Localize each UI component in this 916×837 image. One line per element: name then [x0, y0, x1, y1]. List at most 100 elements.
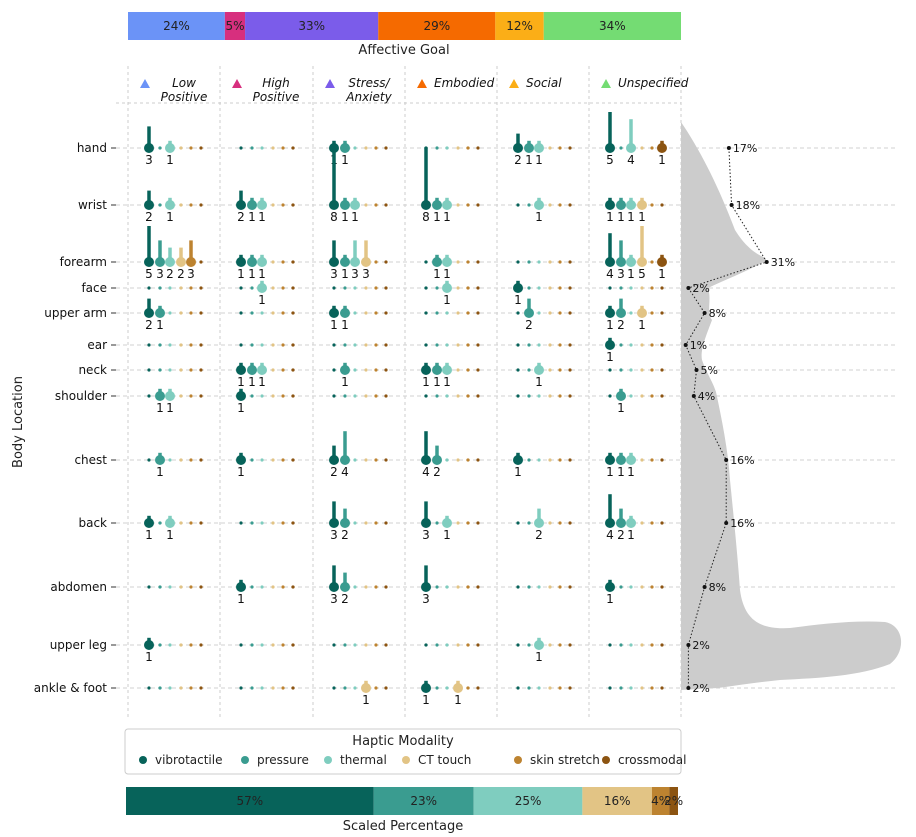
empty-dot — [516, 368, 520, 372]
empty-dot — [364, 343, 368, 347]
empty-dot — [466, 643, 470, 647]
empty-dot — [456, 311, 460, 315]
count-dot — [329, 455, 339, 465]
count-label: 2 — [330, 465, 338, 479]
empty-dot — [281, 458, 285, 462]
empty-dot — [527, 394, 531, 398]
empty-dot — [476, 286, 480, 290]
empty-dot — [291, 686, 295, 690]
empty-dot — [271, 343, 275, 347]
empty-dot — [271, 260, 275, 264]
count-label: 1 — [237, 375, 245, 389]
count-dot — [605, 257, 615, 267]
empty-dot — [353, 394, 357, 398]
bottom-bar-label: 57% — [237, 794, 264, 808]
empty-dot — [281, 521, 285, 525]
empty-dot — [629, 368, 633, 372]
empty-dot — [476, 368, 480, 372]
empty-dot — [568, 146, 572, 150]
top-bar-segment — [128, 12, 225, 40]
count-dot — [421, 455, 431, 465]
count-label: 3 — [422, 592, 430, 606]
count-dot — [361, 257, 371, 267]
empty-dot — [168, 311, 172, 315]
empty-dot — [548, 286, 552, 290]
count-dot — [616, 308, 626, 318]
count-label: 1 — [341, 267, 349, 281]
silhouette-spacer — [681, 96, 760, 102]
count-dot — [421, 518, 431, 528]
empty-dot — [537, 286, 541, 290]
empty-dot — [548, 260, 552, 264]
count-label: 2 — [341, 592, 349, 606]
empty-dot — [466, 260, 470, 264]
empty-dot — [650, 521, 654, 525]
legend-marker-icon — [241, 756, 249, 764]
count-dot — [442, 257, 452, 267]
count-dot — [144, 257, 154, 267]
percentage-label: 31% — [771, 256, 795, 269]
empty-dot — [568, 643, 572, 647]
empty-dot — [189, 643, 193, 647]
empty-dot — [445, 643, 449, 647]
empty-dot — [384, 343, 388, 347]
empty-dot — [343, 686, 347, 690]
count-dot — [605, 518, 615, 528]
empty-dot — [476, 146, 480, 150]
count-dot — [534, 640, 544, 650]
empty-dot — [291, 203, 295, 207]
empty-dot — [424, 286, 428, 290]
y-tick-label: forearm — [60, 255, 107, 269]
legend-marker-icon — [514, 756, 522, 764]
empty-dot — [558, 368, 562, 372]
count-dot — [155, 455, 165, 465]
count-label: 2 — [177, 267, 185, 281]
empty-dot — [476, 394, 480, 398]
percentage-label: 1% — [690, 339, 707, 352]
count-dot — [236, 257, 246, 267]
empty-dot — [384, 146, 388, 150]
empty-dot — [271, 286, 275, 290]
bottom-bar-segment — [669, 787, 678, 815]
top-bar-label: 12% — [506, 19, 533, 33]
empty-dot — [353, 458, 357, 462]
empty-dot — [476, 643, 480, 647]
empty-dot — [537, 260, 541, 264]
count-label: 1 — [422, 693, 430, 707]
empty-dot — [537, 394, 541, 398]
empty-dot — [364, 643, 368, 647]
empty-dot — [608, 686, 612, 690]
y-tick-label: back — [78, 516, 107, 530]
count-dot — [340, 518, 350, 528]
y-tick-label: ankle & foot — [34, 681, 108, 695]
bottom-bar-segment — [582, 787, 652, 815]
count-dot — [165, 200, 175, 210]
count-label: 1 — [617, 465, 625, 479]
count-label: 5 — [606, 153, 614, 167]
empty-dot — [168, 343, 172, 347]
empty-dot — [527, 368, 531, 372]
empty-dot — [374, 643, 378, 647]
empty-dot — [445, 458, 449, 462]
empty-dot — [332, 643, 336, 647]
empty-dot — [179, 521, 183, 525]
empty-dot — [199, 286, 203, 290]
empty-dot — [168, 458, 172, 462]
empty-dot — [343, 643, 347, 647]
empty-dot — [435, 686, 439, 690]
count-label: 1 — [258, 267, 266, 281]
percentage-label: 16% — [730, 454, 754, 467]
empty-dot — [650, 643, 654, 647]
count-dot — [257, 200, 267, 210]
empty-dot — [476, 311, 480, 315]
empty-dot — [568, 343, 572, 347]
empty-dot — [281, 368, 285, 372]
empty-dot — [660, 458, 664, 462]
empty-dot — [199, 203, 203, 207]
count-label: 4 — [341, 465, 349, 479]
count-label: 1 — [341, 375, 349, 389]
empty-dot — [568, 521, 572, 525]
empty-dot — [179, 458, 183, 462]
empty-dot — [158, 286, 162, 290]
bottom-bar-label: 4% — [651, 794, 670, 808]
